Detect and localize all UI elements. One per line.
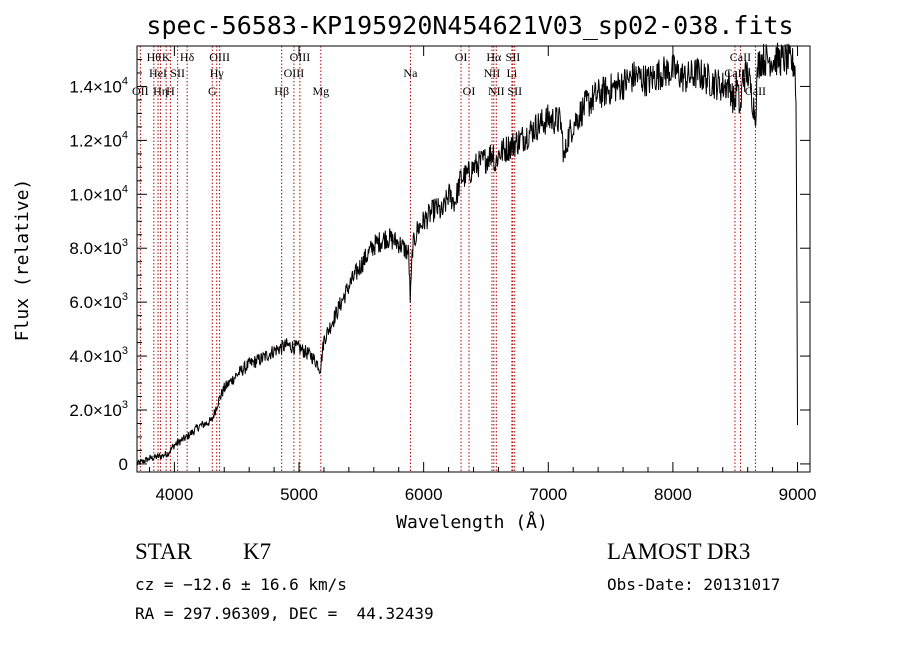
line-label-sii: SII — [170, 66, 185, 80]
object-subclass: K7 — [243, 539, 272, 564]
x-tick-label: 5000 — [280, 485, 318, 504]
x-tick-label: 7000 — [529, 485, 567, 504]
y-tick-label: 1.2×104 — [69, 129, 128, 150]
line-label-oiii: OIII — [209, 50, 230, 64]
object-class: STAR — [135, 539, 192, 564]
line-label-oi: OI — [463, 84, 476, 98]
line-label-li: Li — [507, 66, 518, 80]
line-label-h: H — [166, 84, 175, 98]
x-tick-label: 9000 — [779, 485, 817, 504]
line-label-nii: NII — [488, 84, 505, 98]
plot-frame — [136, 45, 811, 473]
line-label-hγ: Hγ — [210, 66, 225, 80]
line-label-sii: SII — [506, 50, 521, 64]
line-label-hθ: Hθ — [147, 50, 162, 64]
observation-date: Obs-Date: 20131017 — [607, 575, 781, 594]
line-label-oi: OI — [455, 50, 468, 64]
x-tick-label: 4000 — [155, 485, 193, 504]
y-tick-label: 1.4×104 — [69, 75, 128, 96]
line-label-hη: Hη — [153, 84, 168, 98]
spectrum-series-line — [136, 42, 798, 466]
line-label-k: K — [162, 50, 171, 64]
y-axis-ticks: 0 2.0×103 4.0×103 6.0×103 8.0×103 1.0×104 1.2×… — [69, 58, 810, 474]
chart-title: spec-56583-KP195920N454621V03_sp02-038.f… — [146, 11, 793, 40]
line-label-g: G — [208, 84, 217, 98]
line-label-na: Na — [403, 66, 418, 80]
line-label-hei: HeI — [149, 66, 167, 80]
line-label-hβ: Hβ — [274, 84, 289, 98]
line-label-sii: SII — [507, 84, 522, 98]
sky-coordinates: RA = 297.96309, DEC = 44.32439 — [135, 604, 434, 623]
line-label-hδ: Hδ — [180, 50, 195, 64]
y-tick-label: 2.0×103 — [69, 399, 128, 420]
y-tick-label: 6.0×103 — [69, 291, 128, 312]
line-label-hα: Hα — [486, 50, 502, 64]
y-tick-label: 4.0×103 — [69, 345, 128, 366]
survey-name: LAMOST DR3 — [607, 539, 751, 564]
line-label-caii: CaII — [730, 50, 751, 64]
x-tick-label: 8000 — [654, 485, 692, 504]
redshift-cz: cz = −12.6 ± 16.6 km/s — [135, 575, 347, 594]
y-tick-label: 1.0×104 — [69, 183, 128, 204]
line-label-oii: OII — [132, 84, 149, 98]
x-axis-ticks: 4000 5000 6000 7000 8000 9000 — [148, 46, 817, 504]
y-tick-label: 8.0×103 — [69, 237, 128, 258]
spectral-line-markers — [139, 46, 756, 472]
line-label-oiii: OIII — [290, 50, 311, 64]
x-tick-label: 6000 — [405, 485, 443, 504]
spectral-line-labels: OII Hθ HeI Hη K H SII Hδ G Hγ OIII Hβ OIII OIII Mg Na OI… — [132, 50, 766, 98]
line-label-nii: NII — [484, 66, 501, 80]
y-tick-label: 0 — [119, 455, 128, 474]
y-axis-label: Flux (relative) — [12, 179, 33, 342]
line-label-oiii: OIII — [284, 66, 305, 80]
x-axis-label: Wavelength (Å) — [396, 511, 548, 533]
line-label-mg: Mg — [312, 84, 329, 98]
